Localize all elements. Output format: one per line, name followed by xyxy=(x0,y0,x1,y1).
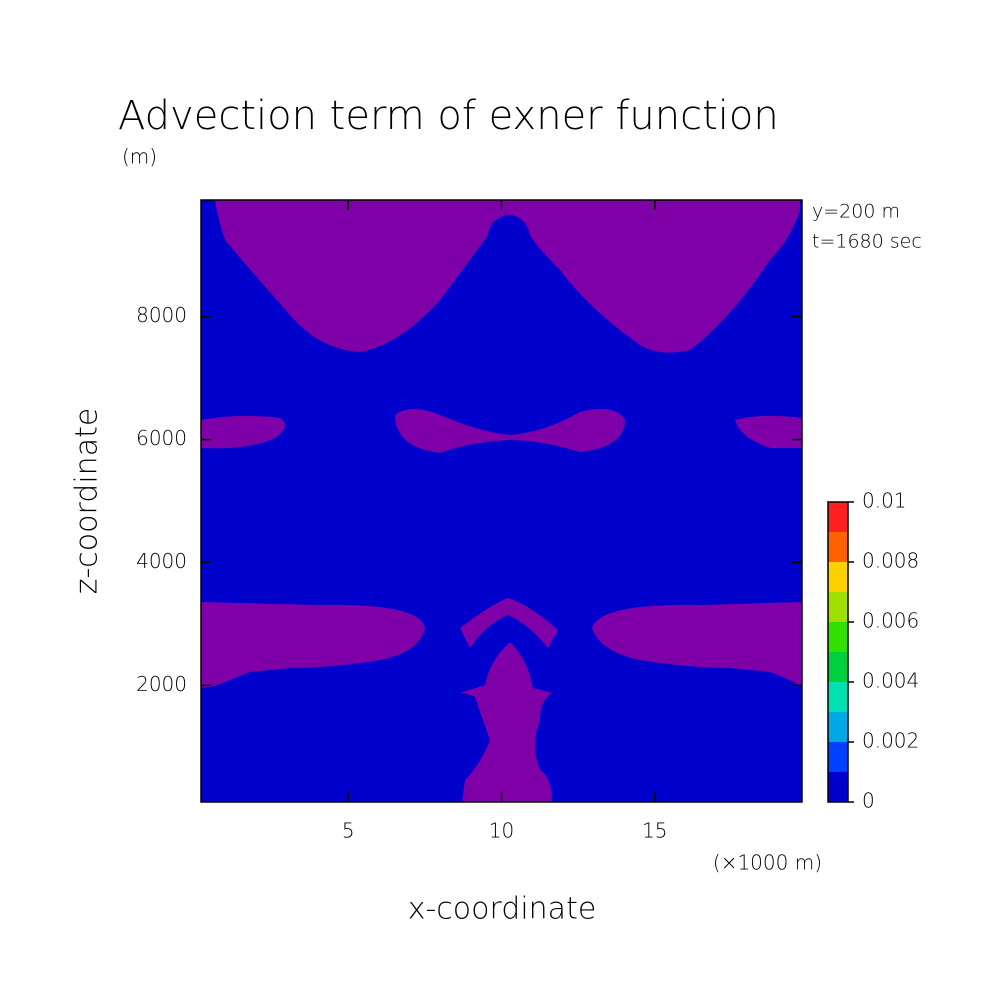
colorbar-tick-label: 0.006 xyxy=(862,609,919,633)
x-axis-label: x-coordinate xyxy=(408,892,597,927)
negative-region xyxy=(460,642,552,802)
colorbar-band xyxy=(828,772,848,802)
colorbar-band xyxy=(828,502,848,532)
colorbar-tick-label: 0.01 xyxy=(862,489,907,513)
colorbar-frame xyxy=(827,501,849,803)
x-tick-label: 15 xyxy=(642,819,667,843)
y-unit: (m) xyxy=(122,145,157,169)
annotation: y=200 m xyxy=(812,201,900,223)
colorbar-tick-label: 0 xyxy=(862,789,875,813)
contour-field xyxy=(201,200,802,802)
colorbar-band xyxy=(828,742,848,772)
y-tick-label: 8000 xyxy=(136,303,187,327)
negative-region xyxy=(735,415,802,448)
colorbar-band xyxy=(828,652,848,682)
annotation: t=1680 sec xyxy=(812,231,922,253)
colorbar-band xyxy=(828,682,848,712)
y-tick-label: 4000 xyxy=(136,549,187,573)
colorbar-tick-label: 0.008 xyxy=(862,549,919,573)
x-tick-label: 10 xyxy=(489,819,514,843)
negative-region xyxy=(201,602,425,688)
negative-region xyxy=(460,598,558,648)
colorbar-tick-label: 0.002 xyxy=(862,729,919,753)
negative-region xyxy=(592,602,802,686)
colorbar-tick-label: 0.004 xyxy=(862,669,919,693)
colorbar-band xyxy=(828,712,848,742)
colorbar-band xyxy=(828,532,848,562)
colorbar-band xyxy=(828,592,848,622)
colorbar-band xyxy=(828,622,848,652)
negative-region xyxy=(201,415,285,449)
y-axis-label: z-coordinate xyxy=(70,408,105,595)
colorbar-band xyxy=(828,562,848,592)
y-tick-label: 6000 xyxy=(136,426,187,450)
negative-region xyxy=(395,408,625,453)
chart-title: Advection term of exner function xyxy=(118,93,779,139)
x-unit: (×1000 m) xyxy=(713,851,822,875)
x-tick-label: 5 xyxy=(342,819,355,843)
negative-region xyxy=(215,200,800,353)
y-tick-label: 2000 xyxy=(136,672,187,696)
